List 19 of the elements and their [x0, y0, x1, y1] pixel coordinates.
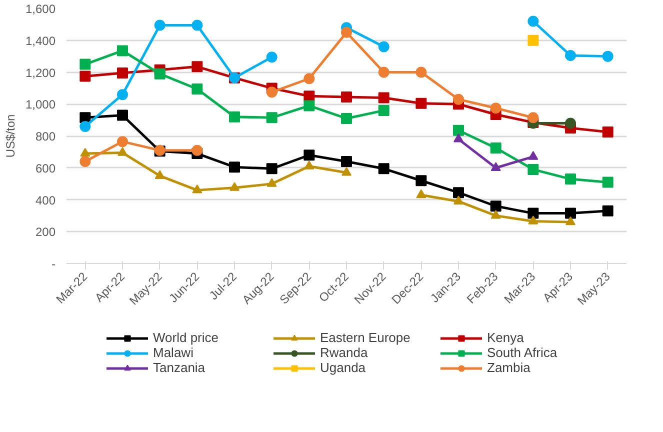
legend-label: World price	[153, 330, 220, 345]
y-tick-label: 200	[35, 225, 56, 240]
legend-label: Eastern Europe	[320, 330, 412, 345]
y-axis-title: US$/ton	[3, 114, 18, 158]
legend-label: Rwanda	[320, 345, 369, 360]
legend-label: South Africa	[487, 345, 558, 360]
y-tick-label: -	[52, 257, 56, 271]
y-tick-label: 400	[35, 193, 56, 208]
legend-label: Malawi	[153, 345, 194, 360]
y-tick-label: 1,000	[25, 98, 56, 112]
legend-label: Tanzania	[153, 360, 206, 375]
y-tick-label: 1,600	[25, 2, 56, 16]
legend-label: Zambia	[487, 360, 532, 375]
y-tick-label: 1,400	[25, 34, 56, 48]
y-tick-label: 800	[35, 130, 56, 144]
y-tick-label: 600	[35, 161, 56, 176]
legend-label: Kenya	[487, 330, 525, 345]
y-tick-label: 1,200	[25, 66, 56, 80]
legend-label: Uganda	[320, 360, 367, 375]
